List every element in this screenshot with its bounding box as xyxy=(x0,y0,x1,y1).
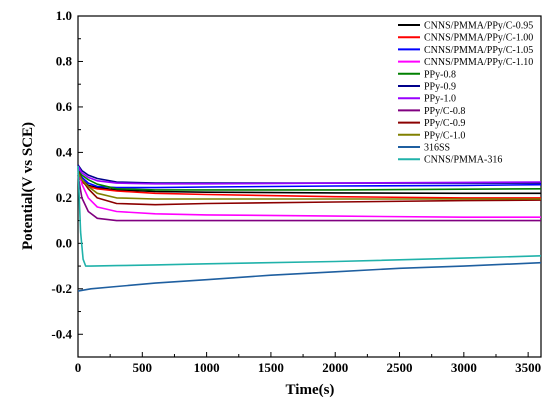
y-axis-title: Potential(V vs SCE) xyxy=(20,122,36,250)
legend-label: PPy-1.0 xyxy=(424,94,456,105)
y-tick-label: -0.2 xyxy=(51,281,72,296)
x-tick-label: 2000 xyxy=(322,360,348,375)
legend-label: PPy/C-1.0 xyxy=(424,130,465,141)
x-tick-label: 1500 xyxy=(258,360,284,375)
legend-label: PPy/C-0.9 xyxy=(424,118,465,129)
series-line xyxy=(77,174,541,222)
series-line xyxy=(77,164,541,184)
series-line xyxy=(77,167,542,189)
legend-label: 316SS xyxy=(424,143,450,154)
legend-label: CNNS/PMMA-316 xyxy=(424,155,502,166)
series-line xyxy=(77,172,541,200)
x-tick-label: 1000 xyxy=(194,360,220,375)
plot-frame xyxy=(77,15,542,358)
series-lines xyxy=(77,164,542,292)
y-tick-label: 0.6 xyxy=(56,99,73,114)
legend-label: PPy/C-0.8 xyxy=(424,106,465,117)
y-tick-label: 0.8 xyxy=(56,53,73,68)
y-tick-label: 0.4 xyxy=(56,144,73,159)
x-tick-label: 0 xyxy=(75,360,82,375)
x-tick-label: 2500 xyxy=(387,360,413,375)
legend-label: CNNS/PMMA/PPy/C-1.00 xyxy=(424,33,533,44)
legend-label: PPy-0.9 xyxy=(424,82,456,93)
series-line xyxy=(77,261,542,292)
legend-label: CNNS/PMMA/PPy/C-1.10 xyxy=(424,57,533,68)
y-tick-label: -0.4 xyxy=(51,326,72,341)
series-line xyxy=(77,165,542,267)
y-tick-label: 0.0 xyxy=(56,235,72,250)
legend-label: CNNS/PMMA/PPy/C-0.95 xyxy=(424,21,533,32)
x-tick-label: 500 xyxy=(133,360,153,375)
y-axis: -0.4 -0.2 0.0 0.2 0.4 0.6 0.8 1.0 xyxy=(51,8,83,358)
x-tick-label: 3500 xyxy=(515,360,541,375)
series-line xyxy=(77,168,541,218)
y-tick-label: 1.0 xyxy=(56,8,72,23)
legend-label: CNNS/PMMA/PPy/C-1.05 xyxy=(424,45,533,56)
x-axis: 0 500 1000 1500 2000 2500 3000 3500 xyxy=(75,352,541,375)
legend: CNNS/PMMA/PPy/C-0.95CNNS/PMMA/PPy/C-1.00… xyxy=(398,21,533,166)
series-line xyxy=(77,165,542,185)
legend-label: PPy-0.8 xyxy=(424,69,456,80)
x-tick-label: 3000 xyxy=(451,360,477,375)
x-axis-title: Time(s) xyxy=(286,382,335,398)
series-line xyxy=(77,170,542,191)
y-tick-label: 0.2 xyxy=(56,190,72,205)
